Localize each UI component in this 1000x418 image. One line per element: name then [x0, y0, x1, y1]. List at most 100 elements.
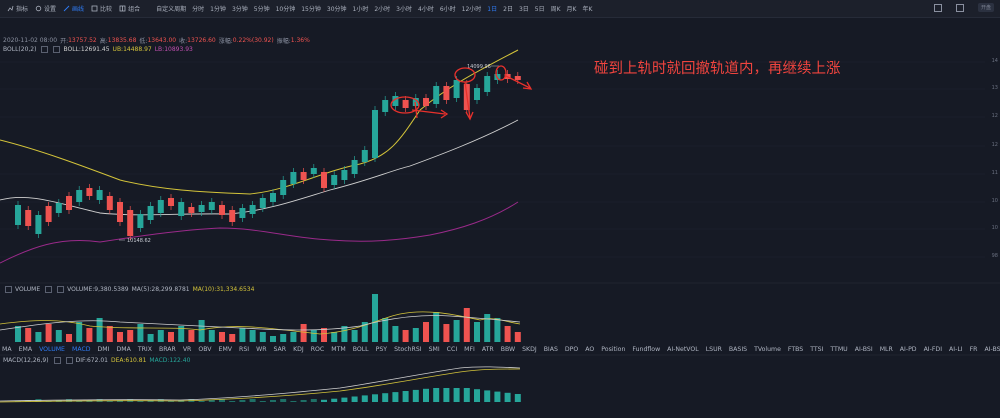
- volume-visibility-toggle[interactable]: [45, 286, 53, 293]
- indicator-tab-bias[interactable]: BIAS: [543, 345, 558, 353]
- indicator-button[interactable]: 指标: [7, 4, 28, 13]
- custom-period-dropdown[interactable]: 自定义周期: [156, 6, 187, 13]
- indicator-tab-ftbs[interactable]: FTBS: [787, 345, 804, 353]
- tf-3[interactable]: 5分钟: [253, 6, 270, 13]
- volume-bar: [463, 308, 470, 342]
- volume-ma10: MA(10):31,334.6534: [192, 286, 255, 293]
- tf-17[interactable]: 周K: [550, 6, 561, 13]
- tf-19[interactable]: 年K: [582, 6, 593, 13]
- compare-button[interactable]: 比较: [91, 4, 112, 13]
- macd-bar: [361, 395, 368, 402]
- indicator-tab-boll[interactable]: BOLL: [352, 345, 369, 353]
- indicator-tab-ai-fdi[interactable]: AI-FDI: [923, 345, 943, 353]
- indicator-tab-position[interactable]: Position: [601, 345, 626, 353]
- candle-body: [484, 76, 491, 92]
- indicator-tab-fr[interactable]: FR: [969, 345, 978, 353]
- indicator-tab-smi[interactable]: SMI: [428, 345, 440, 353]
- tf-4[interactable]: 10分钟: [275, 6, 296, 13]
- indicator-tab-ttmu[interactable]: TTMU: [830, 345, 848, 353]
- right-pill[interactable]: 开盘: [977, 3, 994, 12]
- tf-7[interactable]: 1小时: [352, 6, 369, 13]
- fullscreen-icon[interactable]: [933, 3, 942, 12]
- indicator-tab-fundflow[interactable]: Fundflow: [632, 345, 661, 353]
- tf-11[interactable]: 6小时: [439, 6, 456, 13]
- tf-15[interactable]: 3日: [518, 6, 529, 13]
- indicator-tab-skdj[interactable]: SKDJ: [522, 345, 537, 353]
- indicator-tab-atr[interactable]: ATR: [481, 345, 494, 353]
- indicator-tab-mfi[interactable]: MFI: [464, 345, 475, 353]
- candle-body: [249, 205, 256, 214]
- indicator-tab-brar[interactable]: BRAR: [158, 345, 176, 353]
- indicator-tab-ai-netvol[interactable]: AI-NetVOL: [667, 345, 699, 353]
- volume-bar: [443, 324, 450, 342]
- indicator-tab-mlr[interactable]: MLR: [879, 345, 893, 353]
- indicator-tab-basis[interactable]: BASIS: [728, 345, 748, 353]
- tf-8[interactable]: 2小时: [374, 6, 391, 13]
- boll-close-icon[interactable]: [53, 46, 61, 53]
- indicator-tab-macd[interactable]: MACD: [71, 345, 91, 353]
- boll-lower-band: [0, 201, 519, 264]
- indicator-tab-ma[interactable]: MA: [2, 345, 12, 353]
- macd-visibility-toggle[interactable]: [53, 357, 61, 364]
- indicator-tab-bbw[interactable]: BBW: [500, 345, 516, 353]
- indicator-tab-cci[interactable]: CCI: [446, 345, 458, 353]
- draw-line-button[interactable]: 画线: [63, 4, 84, 13]
- indicator-tab-lsur[interactable]: LSUR: [705, 345, 722, 353]
- annotation-arrow-2-head: [465, 111, 474, 121]
- boll-visibility-toggle[interactable]: [41, 46, 49, 53]
- indicator-tab-ttsi[interactable]: TTSI: [810, 345, 824, 353]
- indicator-tab-roc[interactable]: ROC: [310, 345, 325, 353]
- indicator-tab-ao[interactable]: AO: [585, 345, 595, 353]
- indicator-tab-wr[interactable]: WR: [256, 345, 267, 353]
- indicator-tab-sar[interactable]: SAR: [273, 345, 287, 353]
- macd-bar: [25, 400, 32, 402]
- indicator-tab-dma[interactable]: DMA: [116, 345, 131, 353]
- y-label-4: 12: [991, 142, 998, 148]
- indicator-tab-ai-bst[interactable]: AI-BST: [984, 345, 1000, 353]
- tf-5[interactable]: 15分钟: [301, 6, 321, 13]
- indicator-tab-ema[interactable]: EMA: [18, 345, 33, 353]
- tf-12[interactable]: 12小时: [461, 6, 482, 13]
- indicator-tab-ai-pd[interactable]: AI-PD: [899, 345, 917, 353]
- tf-0[interactable]: 分时: [192, 6, 205, 13]
- indicator-tab-stochrsi[interactable]: StochRSI: [394, 345, 422, 353]
- indicator-tab-kdj[interactable]: KDJ: [293, 345, 304, 353]
- tf-18[interactable]: 月K: [566, 6, 577, 13]
- indicator-tab-ai-li[interactable]: AI-LI: [949, 345, 963, 353]
- macd-bar: [219, 399, 225, 402]
- volume-close-icon[interactable]: [57, 286, 65, 293]
- indicator-tab-vr[interactable]: VR: [182, 345, 192, 353]
- macd-close-icon[interactable]: [65, 357, 73, 364]
- tf-10[interactable]: 4小时: [418, 6, 434, 13]
- combo-button[interactable]: 组合: [119, 4, 140, 13]
- screenshot-icon[interactable]: [955, 3, 964, 12]
- indicator-tab-dpo[interactable]: DPO: [564, 345, 579, 353]
- indicator-tab-dmi[interactable]: DMI: [97, 345, 110, 353]
- tf-14[interactable]: 2日: [503, 6, 513, 13]
- volume-bar: [382, 318, 389, 342]
- close-label: 收:: [179, 38, 188, 45]
- tf-13[interactable]: 1日: [487, 6, 498, 13]
- boll-upper-band: [0, 49, 519, 195]
- tf-16[interactable]: 5日: [534, 6, 545, 13]
- indicator-tab-psy[interactable]: PSY: [375, 345, 388, 353]
- tf-6[interactable]: 30分钟: [326, 6, 347, 13]
- indicator-tab-ai-bsi[interactable]: AI-BSI: [854, 345, 873, 353]
- indicator-tab-emv[interactable]: EMV: [218, 345, 233, 353]
- indicator-tab-obv[interactable]: OBV: [198, 345, 212, 353]
- indicator-tab-mtm[interactable]: MTM: [331, 345, 346, 353]
- indicator-tab-rsi[interactable]: RSI: [239, 345, 250, 353]
- candle-body: [443, 86, 450, 100]
- candle-body: [127, 210, 134, 236]
- y-label-3: 12: [991, 113, 998, 119]
- volume-collapse-icon[interactable]: [5, 286, 12, 293]
- tf-2[interactable]: 3分钟: [231, 6, 248, 13]
- settings-button[interactable]: 设置: [35, 4, 56, 13]
- indicator-tab-volume[interactable]: VOLUME: [39, 345, 65, 353]
- tf-1[interactable]: 1分钟: [210, 6, 226, 13]
- indicator-tab-tvolume[interactable]: TVolume: [754, 345, 781, 353]
- indicator-tab-trix[interactable]: TRIX: [137, 345, 152, 353]
- tf-9[interactable]: 3小时: [396, 6, 412, 13]
- open-value: 13757.52: [68, 37, 97, 44]
